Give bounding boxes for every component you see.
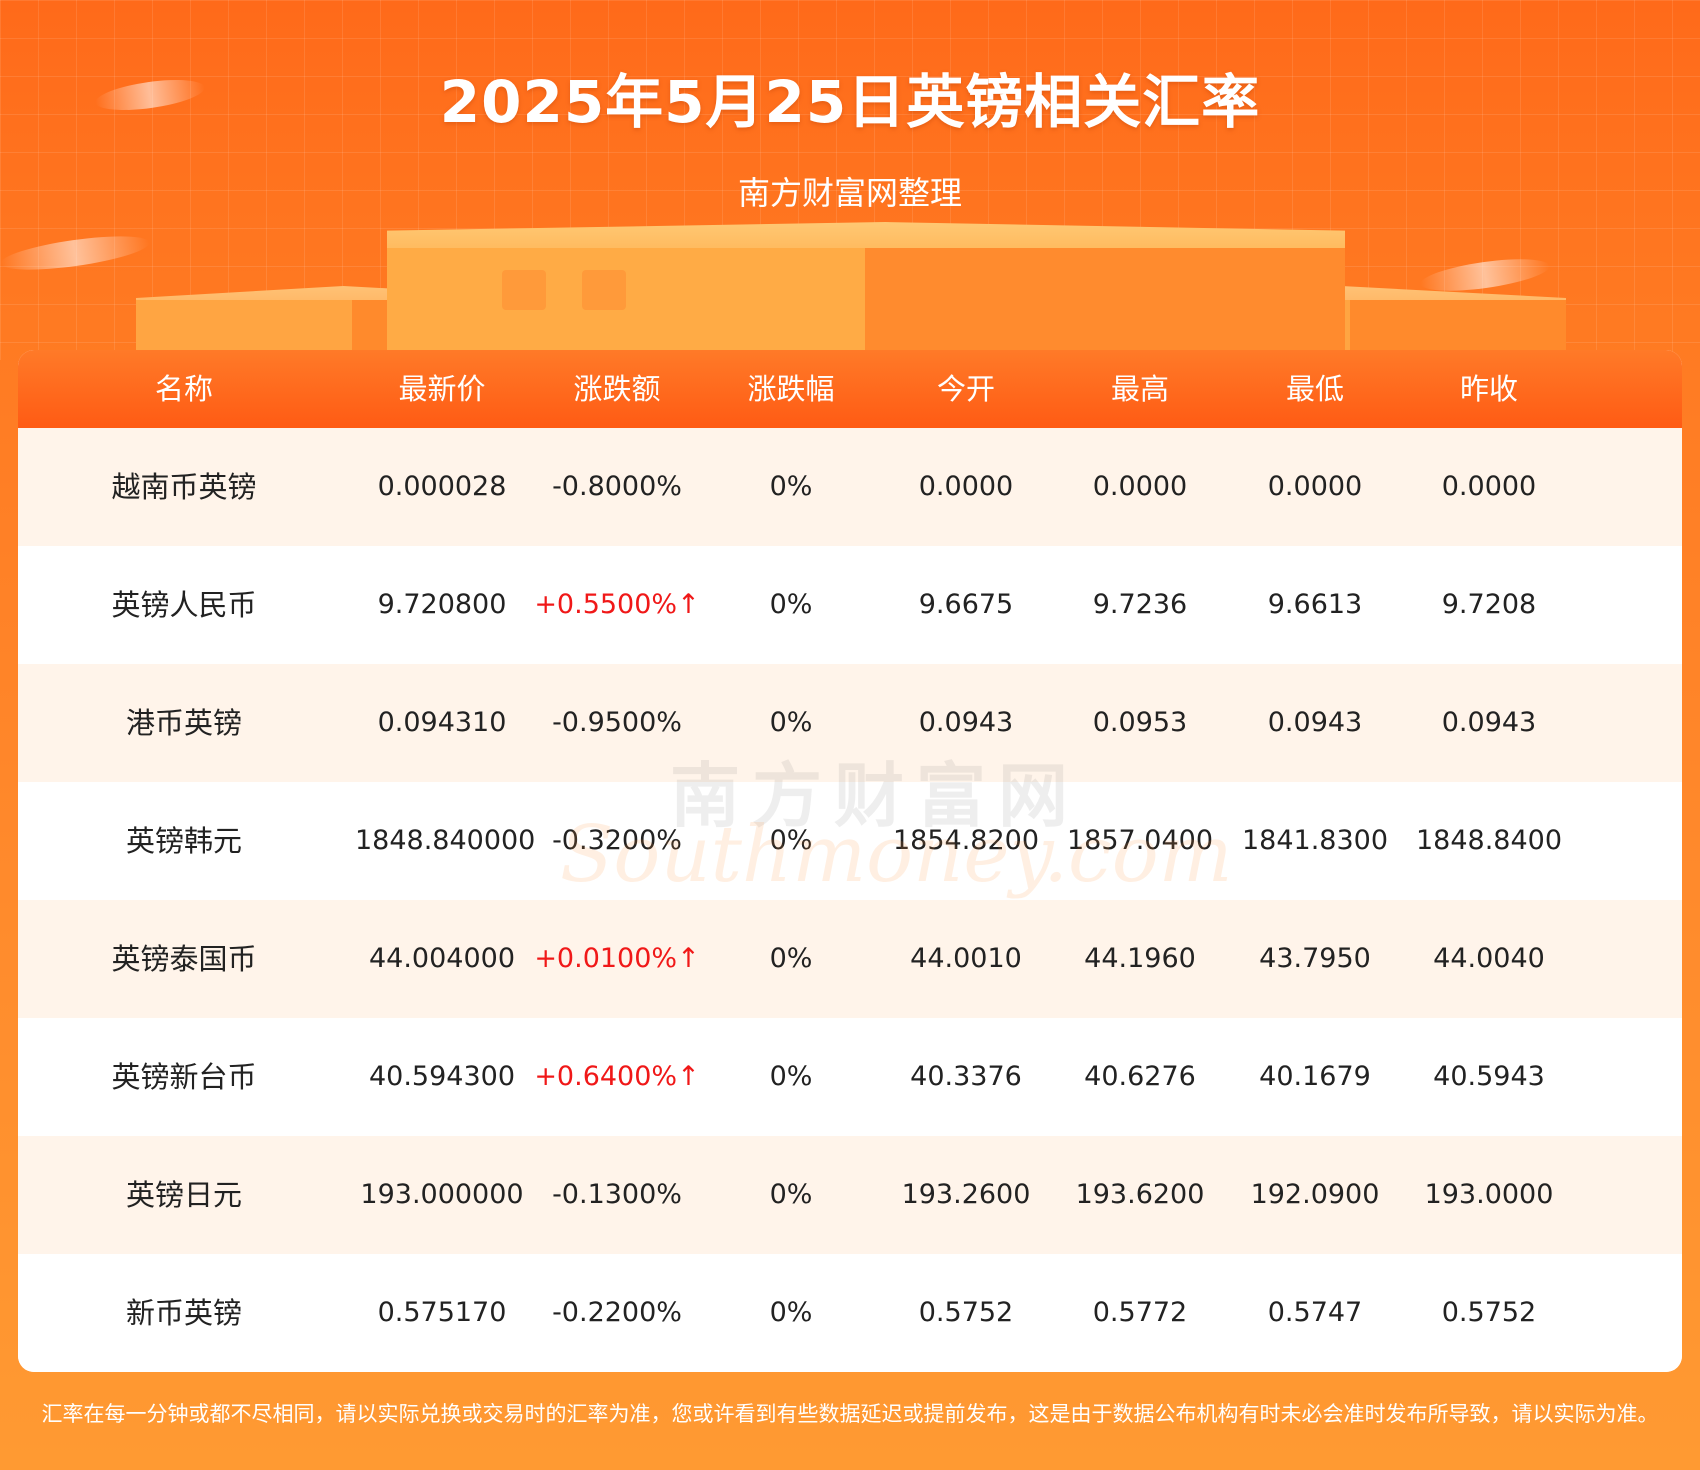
table-row: 英镑人民币 9.720800 +0.5500%↑ 0% 9.6675 9.7236 9.66…: [18, 546, 1682, 664]
cell-name: 英镑韩元: [125, 824, 242, 858]
cell-change-pct: 0%: [769, 589, 813, 620]
cell-name: 英镑新台币: [111, 1060, 257, 1094]
table-row: 英镑新台币 40.594300 +0.6400%↑ 0% 40.3376 40.6276 4…: [18, 1018, 1682, 1136]
decor-cube: [582, 270, 626, 310]
cell-change: +0.6400%↑: [534, 1061, 700, 1092]
cell-change: +0.5500%↑: [534, 589, 700, 620]
cell-low: 0.5747: [1267, 1297, 1363, 1328]
cell-high: 40.6276: [1084, 1061, 1196, 1092]
table-row: 新币英镑 0.575170 -0.2200% 0% 0.5752 0.5772 0.5747…: [18, 1254, 1682, 1372]
cell-change: -0.1300%: [552, 1179, 682, 1210]
cell-prev-close: 0.0943: [1441, 707, 1537, 738]
cell-latest: 1848.840000: [355, 825, 536, 856]
table-row: 英镑泰国币 44.004000 +0.0100%↑ 0% 44.0010 44.1960 4…: [18, 900, 1682, 1018]
table-header: 名称 最新价 涨跌额 涨跌幅 今开 最高 最低 昨收: [18, 350, 1682, 428]
cell-change: -0.9500%: [552, 707, 682, 738]
table-row: 港币英镑 0.094310 -0.9500% 0% 0.0943 0.0953 0.0943…: [18, 664, 1682, 782]
cell-latest: 0.094310: [377, 707, 507, 738]
cell-latest: 193.000000: [360, 1179, 524, 1210]
decor-platform-main-front: [387, 248, 865, 360]
page-title: 2025年5月25日英镑相关汇率: [439, 68, 1261, 136]
decor-cube: [502, 270, 546, 310]
cell-low: 0.0000: [1267, 471, 1363, 502]
cell-high: 1857.0400: [1066, 825, 1213, 856]
cell-change-pct: 0%: [769, 471, 813, 502]
column-header: 最高: [1110, 372, 1169, 406]
footer-disclaimer: 汇率在每一分钟或都不尽相同，请以实际兑换或交易时的汇率为准，您或许看到有些数据延…: [41, 1402, 1659, 1426]
cell-open: 44.0010: [910, 943, 1022, 974]
decor-platform-main-side: [865, 248, 1345, 360]
cell-open: 0.5752: [918, 1297, 1014, 1328]
cell-prev-close: 1848.8400: [1415, 825, 1562, 856]
cell-low: 192.0900: [1250, 1179, 1380, 1210]
cell-name: 越南币英镑: [111, 470, 257, 504]
cell-prev-close: 9.7208: [1441, 589, 1537, 620]
cell-high: 9.7236: [1092, 589, 1188, 620]
cell-change-pct: 0%: [769, 1179, 813, 1210]
cell-change-pct: 0%: [769, 943, 813, 974]
column-header: 今开: [936, 372, 995, 406]
table-row: 英镑韩元 1848.840000 -0.3200% 0% 1854.8200 1857.0…: [18, 782, 1682, 900]
column-header: 昨收: [1459, 372, 1518, 406]
cell-change-pct: 0%: [769, 1297, 813, 1328]
cell-prev-close: 44.0040: [1433, 943, 1545, 974]
rates-table: 名称 最新价 涨跌额 涨跌幅 今开 最高 最低 昨收 越南币英镑 0.000028 -0.8000…: [18, 350, 1682, 1372]
cell-high: 44.1960: [1084, 943, 1196, 974]
column-header: 名称: [154, 372, 213, 406]
cell-latest: 44.004000: [368, 943, 515, 974]
cell-low: 40.1679: [1259, 1061, 1371, 1092]
cell-low: 9.6613: [1267, 589, 1363, 620]
cell-latest: 9.720800: [377, 589, 507, 620]
cell-open: 40.3376: [910, 1061, 1022, 1092]
cell-prev-close: 40.5943: [1433, 1061, 1545, 1092]
cell-name: 新币英镑: [125, 1296, 242, 1330]
cell-prev-close: 0.5752: [1441, 1297, 1537, 1328]
cell-open: 0.0943: [918, 707, 1014, 738]
cell-latest: 0.000028: [377, 471, 507, 502]
column-header: 涨跌额: [573, 372, 661, 406]
cell-open: 193.2600: [901, 1179, 1031, 1210]
cell-latest: 40.594300: [368, 1061, 515, 1092]
table-row: 越南币英镑 0.000028 -0.8000% 0% 0.0000 0.0000 0.000…: [18, 428, 1682, 546]
cell-low: 0.0943: [1267, 707, 1363, 738]
cell-change: -0.3200%: [552, 825, 682, 856]
cell-open: 1854.8200: [892, 825, 1039, 856]
cell-name: 英镑日元: [125, 1178, 242, 1212]
cell-name: 英镑泰国币: [111, 942, 257, 976]
column-header: 最新价: [398, 372, 486, 406]
cell-name: 英镑人民币: [111, 588, 257, 622]
column-header: 最低: [1285, 372, 1344, 406]
cell-change: -0.2200%: [552, 1297, 682, 1328]
column-header: 涨跌幅: [747, 372, 835, 406]
cell-open: 0.0000: [918, 471, 1014, 502]
cell-change-pct: 0%: [769, 825, 813, 856]
cell-high: 193.6200: [1075, 1179, 1205, 1210]
table-row: 英镑日元 193.000000 -0.1300% 0% 193.2600 193.6200…: [18, 1136, 1682, 1254]
cell-low: 1841.8300: [1241, 825, 1388, 856]
cell-name: 港币英镑: [125, 706, 242, 740]
cell-high: 0.0000: [1092, 471, 1188, 502]
cell-change: +0.0100%↑: [534, 943, 700, 974]
cell-change-pct: 0%: [769, 1061, 813, 1092]
cell-open: 9.6675: [918, 589, 1014, 620]
cell-high: 0.5772: [1092, 1297, 1188, 1328]
cell-change: -0.8000%: [552, 471, 682, 502]
cell-prev-close: 0.0000: [1441, 471, 1537, 502]
cell-low: 43.7950: [1259, 943, 1371, 974]
cell-change-pct: 0%: [769, 707, 813, 738]
cell-high: 0.0953: [1092, 707, 1188, 738]
cell-prev-close: 193.0000: [1424, 1179, 1554, 1210]
page-subtitle: 南方财富网整理: [737, 174, 962, 212]
cell-latest: 0.575170: [377, 1297, 507, 1328]
